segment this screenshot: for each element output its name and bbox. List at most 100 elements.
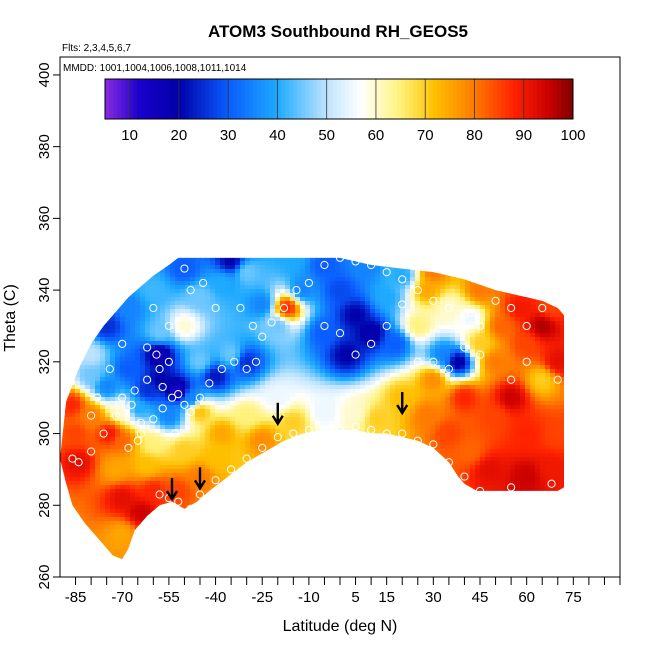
heatmap-cell — [330, 501, 336, 506]
heatmap-cell — [315, 453, 321, 458]
heatmap-cell — [325, 525, 331, 530]
heatmap-cell — [145, 405, 151, 410]
heatmap-cell — [185, 297, 191, 302]
heatmap-cell — [315, 289, 321, 294]
heatmap-cell — [120, 489, 126, 494]
heatmap-cell — [95, 521, 101, 526]
heatmap-cell — [335, 309, 341, 314]
heatmap-cell — [350, 401, 356, 406]
heatmap-cell — [190, 369, 196, 374]
heatmap-cell — [140, 265, 146, 270]
heatmap-cell — [335, 465, 341, 470]
heatmap-cell — [170, 413, 176, 418]
heatmap-cell — [70, 489, 76, 494]
heatmap-cell — [235, 445, 241, 450]
heatmap-cell — [200, 305, 206, 310]
heatmap-cell — [240, 549, 246, 554]
heatmap-cell — [160, 253, 166, 258]
heatmap-cell — [295, 321, 301, 326]
heatmap-cell — [310, 325, 316, 330]
heatmap-cell — [100, 277, 106, 282]
heatmap-cell — [220, 261, 226, 266]
heatmap-cell — [180, 313, 186, 318]
heatmap-cell — [85, 397, 91, 402]
heatmap-cell — [250, 441, 256, 446]
heatmap-cell — [130, 445, 136, 450]
heatmap-cell — [215, 409, 221, 414]
heatmap-cell — [360, 313, 366, 318]
heatmap-cell — [200, 453, 206, 458]
heatmap-cell — [260, 425, 266, 430]
heatmap-cell — [200, 417, 206, 422]
heatmap-cell — [365, 397, 371, 402]
heatmap-cell — [370, 529, 376, 534]
heatmap-cell — [80, 409, 86, 414]
heatmap-cell — [215, 441, 221, 446]
heatmap-cell — [280, 401, 286, 406]
heatmap-cell — [95, 345, 101, 350]
heatmap-cell — [325, 557, 331, 560]
heatmap-cell — [190, 457, 196, 462]
heatmap-cell — [175, 309, 181, 314]
heatmap-cell — [265, 437, 271, 442]
heatmap-cell — [325, 509, 331, 514]
heatmap-cell — [240, 489, 246, 494]
heatmap-cell — [280, 337, 286, 342]
heatmap-cell — [320, 477, 326, 482]
heatmap-cell — [190, 265, 196, 270]
heatmap-cell — [185, 261, 191, 266]
heatmap-cell — [235, 377, 241, 382]
heatmap-cell — [240, 413, 246, 418]
heatmap-cell — [255, 425, 261, 430]
heatmap-cell — [195, 425, 201, 430]
heatmap-cell — [170, 357, 176, 362]
heatmap-cell — [105, 309, 111, 314]
heatmap-cell — [195, 469, 201, 474]
heatmap-cell — [130, 373, 136, 378]
heatmap-cell — [115, 453, 121, 458]
heatmap-cell — [70, 481, 76, 486]
heatmap-cell — [320, 301, 326, 306]
heatmap-cell — [210, 501, 216, 506]
heatmap-cell — [185, 317, 191, 322]
heatmap-cell — [250, 269, 256, 274]
heatmap-cell — [215, 565, 221, 570]
heatmap-cell — [205, 297, 211, 302]
heatmap-cell — [340, 561, 346, 566]
heatmap-cell — [320, 337, 326, 342]
heatmap-cell — [300, 369, 306, 374]
heatmap-cell — [140, 461, 146, 466]
heatmap-cell — [165, 397, 171, 402]
heatmap-cell — [120, 265, 126, 270]
heatmap-cell — [320, 253, 326, 258]
heatmap-cell — [110, 377, 116, 382]
heatmap-cell — [300, 273, 306, 278]
heatmap-cell — [295, 557, 301, 560]
heatmap-cell — [285, 393, 291, 398]
heatmap-cell — [175, 413, 181, 418]
heatmap-cell — [365, 541, 371, 546]
heatmap-cell — [325, 541, 331, 546]
heatmap-cell — [75, 453, 81, 458]
heatmap-cell — [225, 373, 231, 378]
heatmap-cell — [315, 457, 321, 462]
heatmap-cell — [100, 473, 106, 478]
heatmap-cell — [140, 473, 146, 478]
heatmap-cell — [195, 525, 201, 530]
heatmap-cell — [335, 261, 341, 266]
heatmap-cell — [350, 461, 356, 466]
heatmap-cell — [355, 549, 361, 554]
heatmap-cell — [345, 445, 351, 450]
heatmap-cell — [230, 333, 236, 338]
heatmap-cell — [150, 285, 156, 290]
heatmap-cell — [160, 501, 166, 506]
heatmap-cell — [285, 501, 291, 506]
heatmap-cell — [350, 393, 356, 398]
heatmap-cell — [355, 397, 361, 402]
heatmap-cell — [85, 553, 91, 558]
heatmap-cell — [210, 545, 216, 550]
heatmap-cell — [185, 501, 191, 506]
heatmap-cell — [290, 549, 296, 554]
heatmap-cell — [150, 525, 156, 530]
heatmap-cell — [310, 549, 316, 554]
